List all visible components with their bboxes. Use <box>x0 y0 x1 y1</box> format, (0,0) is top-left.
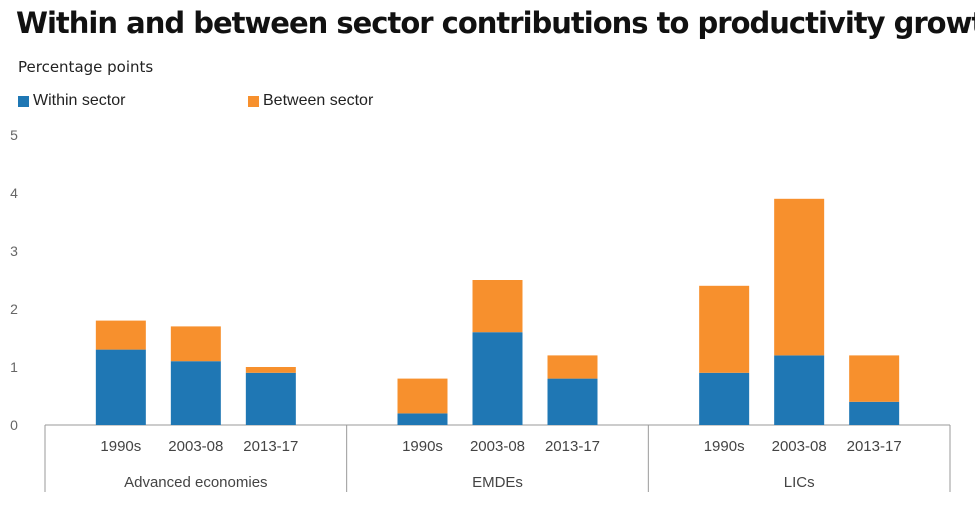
y-tick-label: 3 <box>10 243 18 259</box>
x-tick-label: 2003-08 <box>772 438 827 455</box>
bar-within-sector <box>397 413 448 425</box>
x-tick-label: 2013-17 <box>243 438 298 455</box>
x-tick-label: 1990s <box>704 438 745 455</box>
bar-between-sector <box>699 285 750 373</box>
bar-within-sector <box>95 349 146 425</box>
bar-between-sector <box>397 378 448 414</box>
group-label: LICs <box>784 474 815 491</box>
bar-between-sector <box>849 355 900 402</box>
y-tick-label: 1 <box>10 359 18 375</box>
x-tick-label: 1990s <box>402 438 443 455</box>
bar-within-sector <box>245 372 296 425</box>
bar-between-sector <box>547 355 598 379</box>
y-tick-label: 0 <box>10 417 18 433</box>
x-tick-label: 2013-17 <box>847 438 902 455</box>
chart-title: Within and between sector contributions … <box>16 6 975 40</box>
bar-between-sector <box>774 198 825 356</box>
legend-item-between: Between sector <box>248 92 373 110</box>
y-axis-label: Percentage points <box>18 58 154 76</box>
x-tick-label: 1990s <box>100 438 141 455</box>
bar-between-sector <box>95 320 146 350</box>
group-label: Advanced economies <box>124 474 267 491</box>
bar-between-sector <box>170 326 221 362</box>
bar-within-sector <box>774 355 825 425</box>
legend-swatch-within <box>18 95 29 107</box>
y-tick-label: 2 <box>10 301 18 317</box>
group-label: EMDEs <box>472 474 523 491</box>
bar-between-sector <box>472 280 523 333</box>
x-tick-label: 2003-08 <box>168 438 223 455</box>
y-tick-label: 5 <box>10 127 18 143</box>
legend: Within sector Between sector <box>18 92 718 114</box>
bar-within-sector <box>170 361 221 425</box>
bar-within-sector <box>849 401 900 425</box>
x-tick-label: 2013-17 <box>545 438 600 455</box>
bar-within-sector <box>472 332 523 425</box>
bar-within-sector <box>547 378 598 425</box>
legend-label-within: Within sector <box>33 92 126 109</box>
legend-label-between: Between sector <box>263 92 374 109</box>
legend-item-within: Within sector <box>18 92 125 110</box>
y-tick-label: 4 <box>10 185 18 201</box>
legend-swatch-between <box>248 95 259 107</box>
bar-within-sector <box>699 372 750 425</box>
bar-between-sector <box>245 367 296 373</box>
x-tick-label: 2003-08 <box>470 438 525 455</box>
